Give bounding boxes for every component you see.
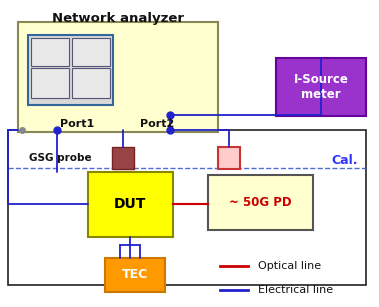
- Text: I-Source
meter: I-Source meter: [294, 73, 348, 101]
- Text: GSG probe: GSG probe: [29, 153, 91, 163]
- Text: Optical line: Optical line: [258, 261, 321, 271]
- Bar: [31, 38, 69, 66]
- Bar: [88, 172, 173, 237]
- Text: DUT: DUT: [114, 197, 146, 211]
- Bar: [8, 130, 366, 285]
- Bar: [28, 35, 113, 105]
- Text: Cal.: Cal.: [332, 154, 358, 166]
- Text: ~ 50G PD: ~ 50G PD: [229, 196, 291, 208]
- Bar: [276, 58, 366, 116]
- Text: Network analyzer: Network analyzer: [52, 12, 184, 25]
- Text: Electrical line: Electrical line: [258, 285, 333, 295]
- Bar: [105, 258, 165, 292]
- Bar: [72, 68, 110, 98]
- Text: Port2: Port2: [140, 119, 174, 129]
- Bar: [72, 38, 110, 66]
- Bar: [112, 147, 134, 169]
- Bar: [18, 22, 218, 132]
- Bar: [218, 147, 240, 169]
- Text: Port1: Port1: [60, 119, 94, 129]
- Text: TEC: TEC: [122, 269, 148, 282]
- Bar: [208, 175, 313, 230]
- Bar: [31, 68, 69, 98]
